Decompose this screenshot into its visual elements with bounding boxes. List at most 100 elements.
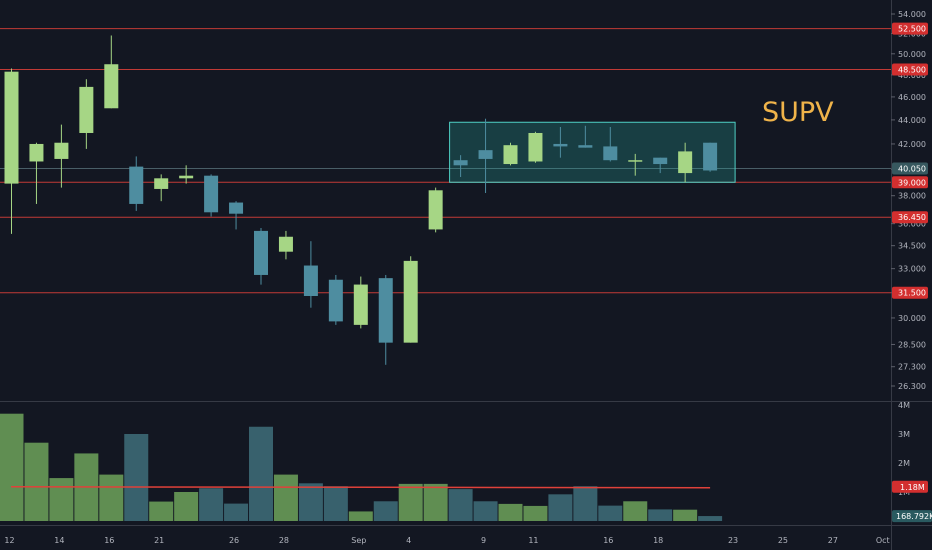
ticker-annotation[interactable]: SUPV [762, 97, 834, 128]
volume-bar [423, 483, 448, 521]
candle-body [129, 166, 144, 204]
candle [678, 142, 693, 183]
time-axis-label: Oct [876, 536, 890, 545]
candle [204, 174, 219, 217]
candle [29, 142, 44, 204]
time-axis-label: 16 [104, 536, 114, 545]
volume-bar [473, 501, 498, 521]
time-axis-label: 16 [603, 536, 613, 545]
volume-bar [49, 478, 74, 521]
time-axis-label: 23 [728, 536, 738, 545]
candle-body [703, 142, 718, 171]
volume-ma-badge [892, 480, 928, 493]
candle-body [179, 175, 194, 179]
time-axis-label: 21 [154, 536, 164, 545]
volume-bar [598, 505, 623, 521]
candle [179, 165, 194, 184]
candle-body [54, 142, 69, 159]
price-axis-tick-label: 33.000 [898, 265, 926, 274]
candle [628, 153, 643, 176]
time-axis-label: 28 [279, 536, 289, 545]
level-badge [892, 286, 928, 299]
horizontal-levels[interactable] [0, 28, 891, 294]
candle [403, 256, 418, 343]
volume-bar [249, 426, 273, 521]
volume-ma-line [10, 486, 711, 489]
candle-body [79, 86, 94, 133]
price-axis-tick-label: 26.300 [898, 382, 926, 391]
volume-bar [398, 483, 423, 521]
candle [154, 174, 169, 202]
candle-body [154, 178, 169, 189]
volume-bar [224, 503, 249, 521]
volume-bar [698, 516, 723, 521]
candle-body [328, 279, 343, 322]
candle [4, 68, 19, 234]
time-axis-label: 27 [828, 536, 838, 545]
volume-bars [0, 413, 723, 521]
volume-bar [99, 474, 124, 521]
level-badge-label: 52.500 [898, 25, 926, 34]
time-axis-label: 18 [653, 536, 663, 545]
price-axis-tick-label: 30.000 [898, 314, 926, 323]
candle-body [254, 230, 268, 275]
candle [104, 35, 119, 109]
volume-bar [0, 413, 24, 521]
volume-ma-path [10, 486, 711, 489]
volume-axis-tick-label: 4M [898, 401, 910, 410]
price-axis-tick-label: 38.000 [898, 192, 926, 201]
candle [478, 118, 493, 193]
volume-bar [323, 486, 348, 521]
volume-bar [273, 474, 298, 521]
volume-bar [498, 503, 523, 521]
level-badge-label: 48.500 [898, 66, 926, 75]
volume-bar [149, 501, 174, 521]
level-badge-label: 31.500 [898, 289, 926, 298]
candle [553, 126, 568, 158]
time-axis-label: 14 [54, 536, 64, 545]
price-axis-tick-label: 42.000 [898, 140, 926, 149]
candle-body [303, 265, 318, 297]
volume-last-badge [892, 510, 932, 523]
candle-body [403, 260, 418, 343]
time-axis-label: Sep [351, 536, 366, 545]
candle-body [528, 132, 543, 162]
volume-bar [648, 509, 673, 521]
candle-body [578, 145, 593, 148]
candle [54, 124, 69, 188]
level-badge-label: 36.450 [898, 213, 926, 222]
volume-bar [348, 511, 373, 521]
price-axis-tick-label: 28.500 [898, 340, 926, 349]
price-axis-tick-label: 36.000 [898, 220, 926, 229]
time-axis-label: 4 [406, 536, 411, 545]
time-axis[interactable]: 12 14 16 21 26 28 Sep 4 9 11 16 18 23 25 27 Oct [4, 536, 889, 545]
volume-last-label: 168.792K [896, 512, 932, 521]
candle-body [628, 160, 643, 162]
candle [528, 131, 543, 163]
candle [129, 156, 144, 211]
level-badge [892, 176, 928, 189]
volume-bar [298, 483, 323, 521]
candle [79, 79, 94, 149]
level-badge [892, 22, 928, 35]
volume-bar [199, 488, 224, 521]
price-axis-tick-label: 46.000 [898, 93, 926, 102]
volume-ma-label: 1.18M [900, 483, 925, 492]
volume-bar [24, 442, 49, 521]
volume-bar [673, 509, 698, 521]
candle [378, 274, 393, 365]
candle [703, 142, 718, 172]
volume-bar [174, 492, 199, 521]
volume-bar [573, 486, 598, 521]
volume-bar [124, 434, 149, 521]
candle [254, 227, 268, 285]
candle-body [678, 151, 693, 174]
level-badge-label: 39.000 [898, 178, 926, 187]
current-price-badge [892, 162, 928, 175]
volume-bar [548, 494, 573, 521]
candle [278, 230, 293, 260]
time-axis-label: 11 [528, 536, 538, 545]
candle-body [204, 175, 219, 213]
